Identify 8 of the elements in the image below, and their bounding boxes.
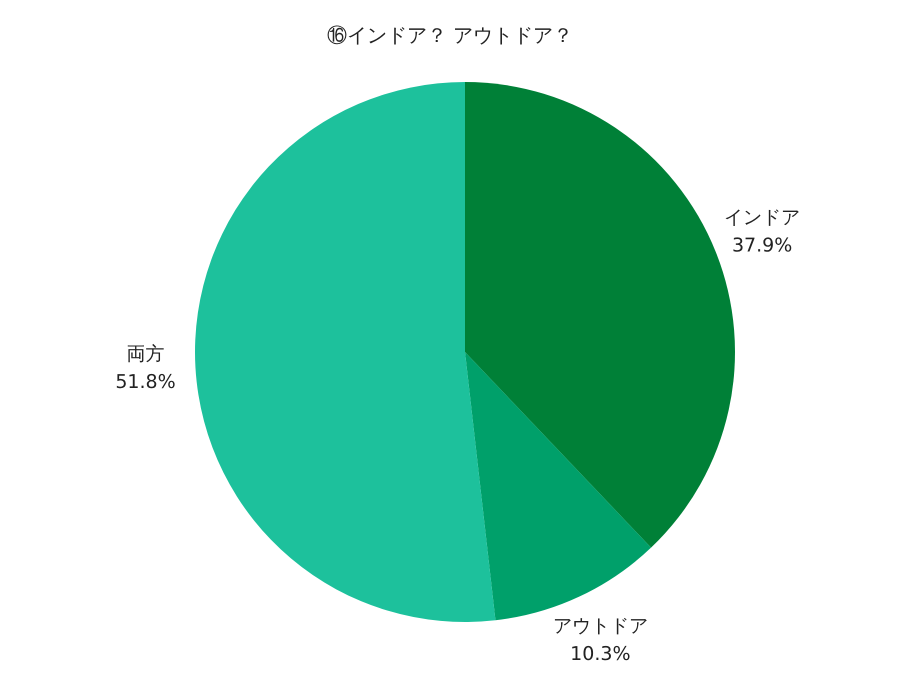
chart-title: ⑯インドア？ アウトドア？ <box>326 22 574 49</box>
slice-label: 両方 <box>126 343 165 366</box>
data-label: 10.3% <box>570 642 631 665</box>
slice-label: インドア <box>724 206 800 228</box>
slice-label: アウトドア <box>552 614 648 637</box>
data-label: 51.8% <box>115 371 176 394</box>
pie-slice <box>195 82 496 622</box>
data-label: 37.9% <box>732 234 792 256</box>
